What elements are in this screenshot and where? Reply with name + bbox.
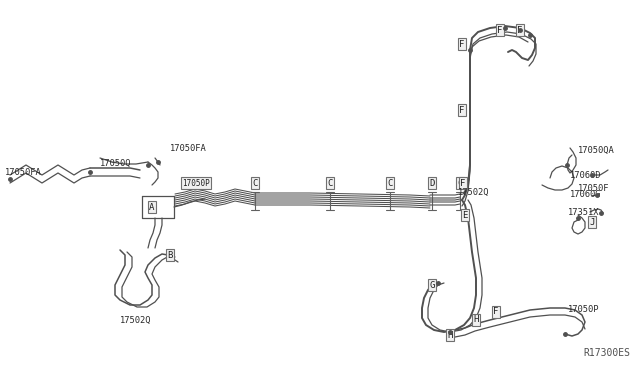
Text: C: C xyxy=(458,179,463,187)
Text: H: H xyxy=(447,330,452,340)
Text: F: F xyxy=(517,26,523,35)
Text: 17050Q: 17050Q xyxy=(100,158,131,167)
Text: H: H xyxy=(474,315,479,324)
Text: B: B xyxy=(167,250,173,260)
Text: F: F xyxy=(460,179,466,187)
Text: C: C xyxy=(387,179,393,187)
Text: G: G xyxy=(429,280,435,289)
Text: F: F xyxy=(460,39,465,48)
Text: J: J xyxy=(589,218,595,227)
Text: A: A xyxy=(149,202,155,212)
Text: 17050F: 17050F xyxy=(578,183,609,192)
Text: R17300ES: R17300ES xyxy=(583,348,630,358)
Text: 17050P: 17050P xyxy=(182,179,210,187)
Text: 17050FA: 17050FA xyxy=(5,167,42,176)
Text: 17502Q: 17502Q xyxy=(458,187,490,196)
Text: 17060D: 17060D xyxy=(570,170,602,180)
Text: D: D xyxy=(429,179,435,187)
Text: 17060G: 17060G xyxy=(570,189,602,199)
Text: F: F xyxy=(493,308,499,317)
Text: F: F xyxy=(497,26,502,35)
Text: 17351X: 17351X xyxy=(568,208,600,217)
Text: E: E xyxy=(462,211,468,219)
Text: 17050FA: 17050FA xyxy=(170,144,207,153)
Text: C: C xyxy=(327,179,333,187)
Text: F: F xyxy=(460,106,465,115)
Text: 17502Q: 17502Q xyxy=(120,315,152,324)
Text: C: C xyxy=(252,179,258,187)
Text: 17050P: 17050P xyxy=(568,305,600,314)
Text: 17050QA: 17050QA xyxy=(578,145,615,154)
